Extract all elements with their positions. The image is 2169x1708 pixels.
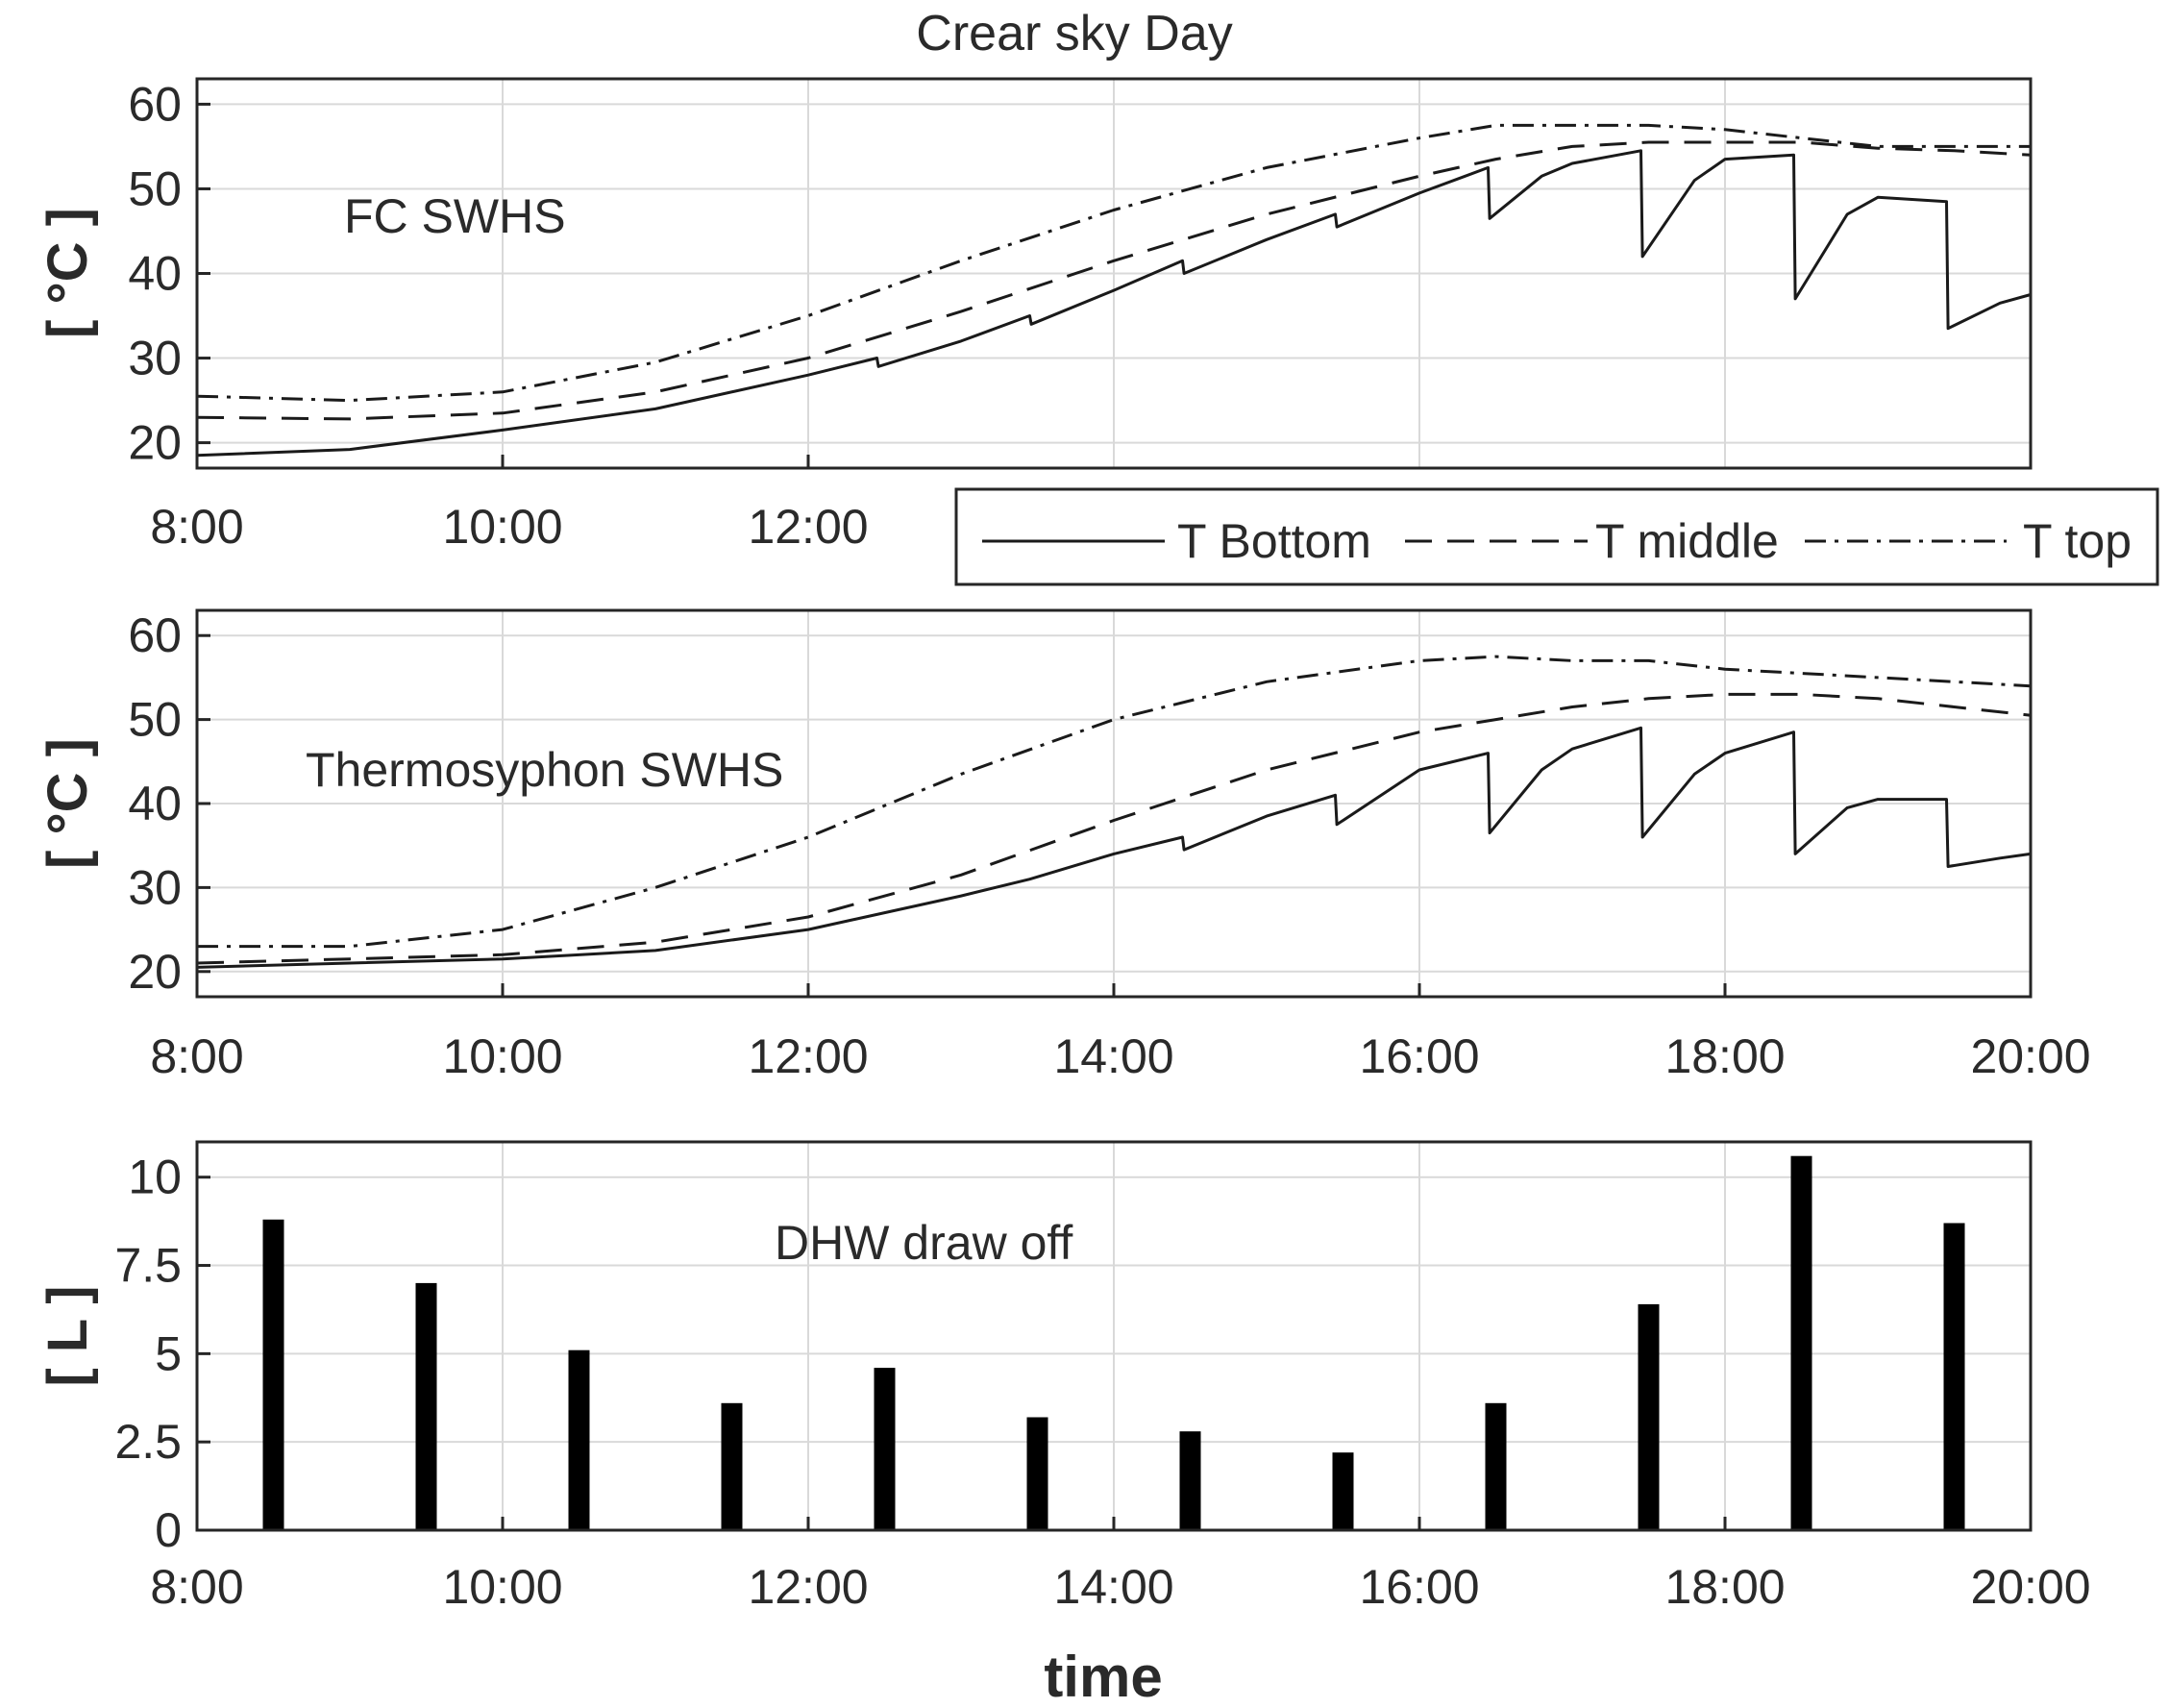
x-tick-label: 12:00 xyxy=(748,500,868,554)
y-tick-labels: 20 30 40 50 60 xyxy=(128,608,182,999)
legend-label-t-top: T top xyxy=(2023,514,2132,568)
bar xyxy=(568,1349,590,1530)
x-tick-label: 8:00 xyxy=(150,1029,243,1083)
x-tick-label: 16:00 xyxy=(1359,1560,1479,1614)
x-tick-label: 10:00 xyxy=(442,1029,562,1083)
bar xyxy=(1638,1303,1660,1530)
panel-annotation: DHW draw off xyxy=(775,1216,1072,1270)
y-tick-labels: 0 2.5 5 7.5 10 xyxy=(114,1151,182,1557)
y-tick-label: 10 xyxy=(128,1151,182,1204)
y-tick-label: 30 xyxy=(128,860,182,914)
y-axis-label: [ °C ] xyxy=(37,738,99,869)
axes-frame xyxy=(195,608,2033,999)
x-tick-label: 14:00 xyxy=(1053,1560,1173,1614)
x-tick-label: 16:00 xyxy=(1359,1029,1479,1083)
panel-dhw-draw-off: 0 2.5 5 7.5 10 8:00 10:00 12:00 14:00 16:00 18:00… xyxy=(37,1140,2091,1708)
series-line-t-top xyxy=(196,123,2031,403)
x-tick-label: 20:00 xyxy=(1970,1560,2090,1614)
y-tick-label: 30 xyxy=(128,332,182,385)
bar xyxy=(262,1219,284,1530)
chart-title: Crear sky Day xyxy=(916,6,1232,62)
x-tick-label: 12:00 xyxy=(748,1029,868,1083)
x-tick-label: 10:00 xyxy=(442,500,562,554)
x-tick-labels: 8:00 10:00 12:00 xyxy=(150,500,868,554)
y-tick-label: 2.5 xyxy=(114,1415,182,1469)
x-tick-label: 18:00 xyxy=(1664,1029,1785,1083)
y-tick-labels: 20 30 40 50 60 xyxy=(128,77,182,469)
axes-frame xyxy=(195,77,2033,470)
bar xyxy=(1485,1402,1507,1530)
series-line-t-middle xyxy=(196,692,2032,965)
bar xyxy=(721,1402,743,1530)
x-tick-label: 14:00 xyxy=(1053,1029,1173,1083)
bar xyxy=(874,1368,896,1530)
series-line-t-bottom xyxy=(196,149,2032,458)
grid xyxy=(195,610,2033,997)
bar xyxy=(1943,1223,1965,1530)
bar xyxy=(415,1282,437,1530)
legend-box xyxy=(954,487,2159,586)
bar xyxy=(1179,1431,1201,1530)
x-tick-label: 18:00 xyxy=(1664,1560,1785,1614)
series-group xyxy=(196,655,2032,969)
x-tick-label: 8:00 xyxy=(150,1560,243,1614)
bar xyxy=(1790,1155,1812,1530)
legend: T Bottom T middle T top xyxy=(954,487,2159,586)
x-tick-label: 20:00 xyxy=(1970,1029,2090,1083)
panel-fc-swhs: 20 30 40 50 60 8:00 10:00 12:00 FC SWHS [ °C ] xyxy=(37,77,2033,554)
y-tick-label: 20 xyxy=(128,416,182,470)
panel-annotation: Thermosyphon SWHS xyxy=(306,743,783,797)
bar xyxy=(1026,1417,1048,1530)
grid xyxy=(195,1142,2033,1532)
y-tick-label: 5 xyxy=(155,1326,182,1380)
grid xyxy=(195,79,2031,468)
y-tick-label: 20 xyxy=(128,945,182,999)
x-tick-label: 8:00 xyxy=(150,500,243,554)
y-axis-label: [ °C ] xyxy=(37,208,99,338)
y-tick-label: 7.5 xyxy=(114,1239,182,1293)
x-tick-labels: 8:00 10:00 12:00 14:00 16:00 18:00 20:00 xyxy=(150,1560,2090,1614)
y-axis-label: [ L ] xyxy=(37,1285,99,1386)
x-tick-labels: 8:00 10:00 12:00 14:00 16:00 18:00 20:00 xyxy=(150,1029,2090,1083)
x-tick-label: 10:00 xyxy=(442,1560,562,1614)
y-tick-label: 60 xyxy=(128,608,182,662)
y-tick-label: 60 xyxy=(128,77,182,131)
bar xyxy=(1332,1452,1354,1530)
series-line-t-middle xyxy=(196,140,2032,421)
legend-label-t-bottom: T Bottom xyxy=(1177,514,1371,568)
x-tick-label: 12:00 xyxy=(748,1560,868,1614)
y-tick-label: 40 xyxy=(128,777,182,830)
panel-thermosyphon-swhs: 20 30 40 50 60 8:00 10:00 12:00 14:00 16:00 18:00… xyxy=(37,608,2091,1083)
y-tick-label: 40 xyxy=(128,247,182,301)
series-group xyxy=(196,123,2032,458)
bar-series xyxy=(262,1155,1965,1530)
axes-frame xyxy=(195,1140,2033,1532)
y-tick-label: 50 xyxy=(128,161,182,215)
series-line-t-bottom xyxy=(196,726,2032,969)
panel-annotation: FC SWHS xyxy=(344,189,566,243)
y-tick-label: 0 xyxy=(155,1503,182,1557)
x-axis-label: time xyxy=(1044,1645,1162,1708)
series-line-t-top xyxy=(197,655,2032,949)
legend-label-t-middle: T middle xyxy=(1595,514,1779,568)
y-tick-label: 50 xyxy=(128,693,182,747)
